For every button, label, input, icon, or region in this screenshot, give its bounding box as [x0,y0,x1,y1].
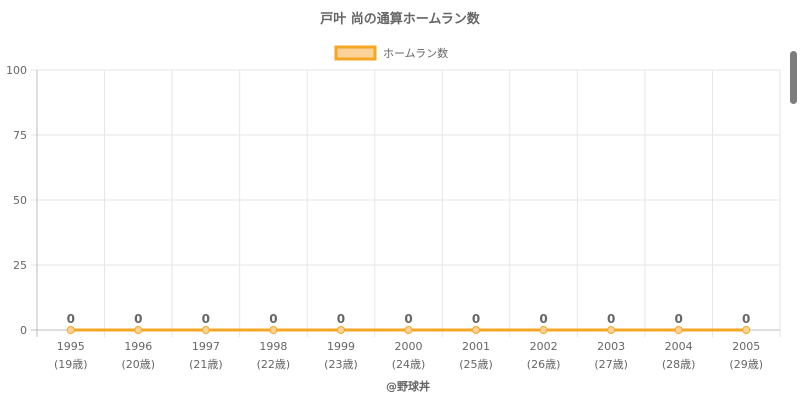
data-label: 0 [539,312,547,326]
data-label: 0 [607,312,615,326]
y-tick-label: 50 [13,194,27,207]
data-label: 0 [472,312,480,326]
data-point [134,326,143,334]
data-point [269,326,278,334]
data-label: 0 [67,312,75,326]
y-tick-label: 100 [6,64,27,77]
x-tick-sublabel: (20歳) [122,358,156,371]
data-point [66,326,75,334]
data-point [742,326,751,334]
data-label: 0 [337,312,345,326]
x-tick-sublabel: (27歳) [594,358,628,371]
x-tick-sublabel: (28歳) [662,358,696,371]
data-label: 0 [404,312,412,326]
data-label: 0 [269,312,277,326]
x-tick-label: 1997 [192,340,220,353]
y-tick-label: 75 [13,129,27,142]
x-tick-label: 1996 [124,340,152,353]
x-tick-sublabel: (24歳) [392,358,426,371]
legend-swatch [334,45,377,61]
data-point [674,326,683,334]
x-tick-sublabel: (25歳) [459,358,493,371]
x-tick-sublabel: (22歳) [257,358,291,371]
data-label: 0 [675,312,683,326]
data-label: 0 [742,312,750,326]
x-tick-sublabel: (19歳) [54,358,88,371]
x-tick-sublabel: (29歳) [729,358,763,371]
grid [31,69,781,337]
x-tick-label: 2000 [395,340,423,353]
x-tick-label: 1999 [327,340,355,353]
y-axis-ticks: 0 25 50 75 100 [6,64,27,337]
x-axis-ticks: 1995 (19歳) 1996 (20歳) 1997 (21歳) 1998 (22歳) 1999… [54,340,763,371]
data-point [472,326,481,334]
x-tick-label: 1998 [259,340,287,353]
x-tick-label: 2005 [732,340,760,353]
y-tick-label: 0 [20,324,27,337]
data-labels: 0 0 0 0 0 0 0 0 0 0 0 [67,312,751,326]
data-point [404,326,413,334]
legend[interactable]: ホームラン数 [334,45,448,61]
x-tick-label: 1995 [57,340,85,353]
y-tick-label: 25 [13,259,27,272]
legend-label: ホームラン数 [383,47,448,60]
credit-text: @野球丼 [386,379,430,393]
x-tick-sublabel: (21歳) [189,358,223,371]
series-homeruns [66,326,751,334]
scrollbar-thumb[interactable] [790,51,797,104]
data-point [336,326,345,334]
data-point [201,326,210,334]
data-point [607,326,616,334]
x-tick-label: 2001 [462,340,490,353]
x-tick-sublabel: (26歳) [527,358,561,371]
data-point [539,326,548,334]
data-label: 0 [202,312,210,326]
x-tick-label: 2002 [530,340,558,353]
chart-title: 戸叶 尚の通算ホームラン数 [320,11,480,27]
x-tick-sublabel: (23歳) [324,358,358,371]
data-label: 0 [134,312,142,326]
x-tick-label: 2003 [597,340,625,353]
x-tick-label: 2004 [665,340,693,353]
